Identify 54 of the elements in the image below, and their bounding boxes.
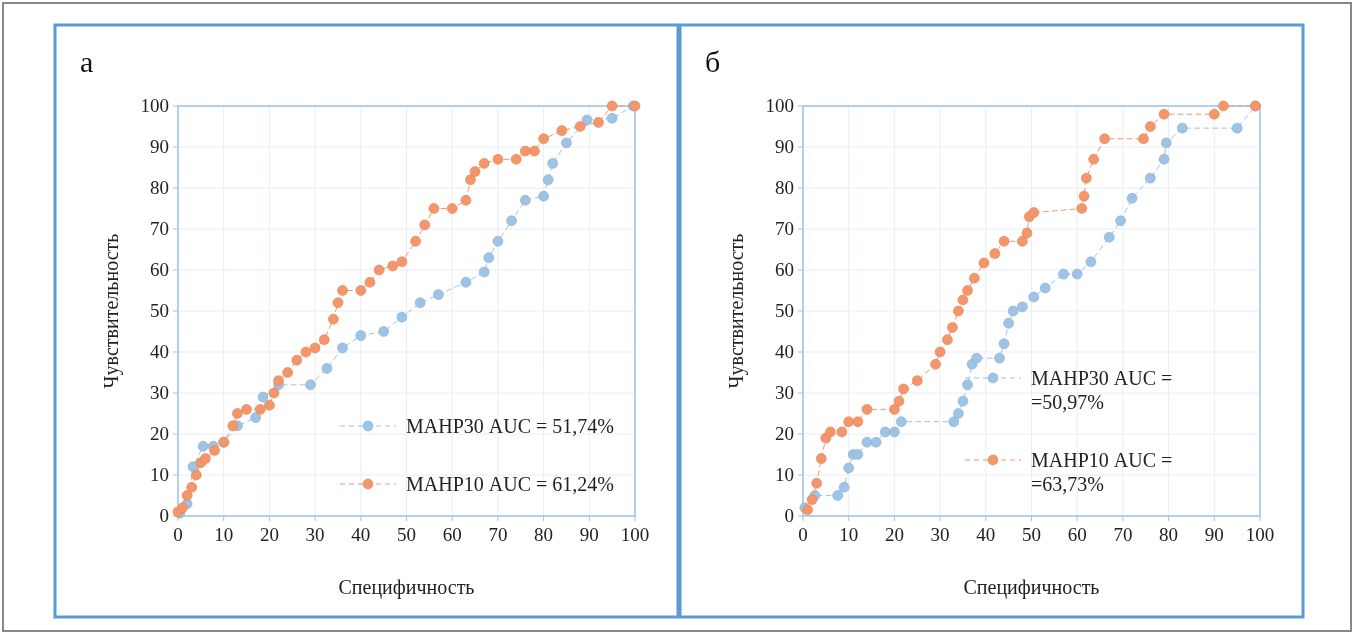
y-tick-label: 100 [140, 95, 169, 116]
y-tick-label: 70 [775, 218, 794, 239]
x-tick-label: 40 [351, 524, 371, 545]
y-tick-label: 50 [150, 300, 169, 321]
x-tick-label: 10 [214, 524, 234, 545]
y-tick-label: 80 [150, 177, 169, 198]
chart-title: а [80, 45, 94, 78]
y-tick-label: 30 [150, 382, 169, 403]
x-axis-title: Специфичность [338, 576, 475, 599]
y-tick-label: 50 [775, 300, 794, 321]
legend-label: МАНР10 AUC = 61,24% [406, 473, 614, 495]
y-tick-label: 0 [784, 505, 794, 526]
legend-label: МАНР30 AUC = 51,74% [406, 415, 614, 437]
x-tick-label: 30 [305, 524, 325, 545]
y-tick-label: 100 [765, 95, 794, 116]
y-tick-label: 60 [150, 259, 169, 280]
x-tick-label: 100 [620, 524, 650, 545]
x-tick-label: 0 [173, 524, 183, 545]
x-tick-label: 0 [798, 524, 808, 545]
legend-label: МАНР10 AUC = =63,73% [1031, 449, 1173, 495]
x-tick-label: 80 [1159, 524, 1179, 545]
chart-title: б [705, 45, 721, 78]
x-tick-label: 50 [1022, 524, 1041, 545]
x-tick-label: 60 [1067, 524, 1087, 545]
x-tick-label: 20 [259, 524, 279, 545]
x-tick-label: 10 [839, 524, 859, 545]
x-tick-label: 20 [884, 524, 904, 545]
x-tick-label: 50 [397, 524, 416, 545]
legend-label: МАНР30 AUC = =50,97% [1031, 367, 1173, 413]
x-tick-label: 60 [442, 524, 462, 545]
x-tick-label: 70 [488, 524, 508, 545]
y-tick-label: 80 [775, 177, 794, 198]
y-axis-title: Чувствительность [725, 233, 748, 389]
x-tick-label: 90 [579, 524, 599, 545]
y-tick-label: 10 [150, 464, 169, 485]
y-tick-label: 40 [775, 341, 794, 362]
y-axis-title: Чувствительность [100, 233, 123, 389]
y-tick-label: 10 [775, 464, 794, 485]
y-tick-label: 20 [775, 423, 794, 444]
y-tick-label: 60 [775, 259, 794, 280]
x-tick-label: 70 [1113, 524, 1133, 545]
y-tick-label: 20 [150, 423, 169, 444]
y-tick-label: 90 [150, 136, 169, 157]
x-tick-label: 80 [534, 524, 554, 545]
x-tick-label: 40 [976, 524, 996, 545]
x-axis-title: Специфичность [963, 576, 1100, 599]
x-tick-label: 30 [930, 524, 950, 545]
y-tick-label: 70 [150, 218, 169, 239]
y-tick-label: 40 [150, 341, 169, 362]
y-tick-label: 30 [775, 382, 794, 403]
y-tick-label: 90 [775, 136, 794, 157]
y-tick-label: 0 [159, 505, 169, 526]
x-tick-label: 90 [1204, 524, 1224, 545]
x-tick-label: 100 [1245, 524, 1275, 545]
